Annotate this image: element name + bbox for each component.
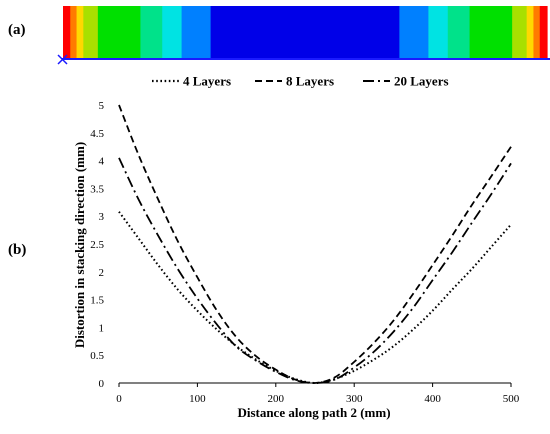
y-tick-label: 5: [99, 100, 105, 112]
y-tick-label: 1: [99, 322, 105, 334]
contour-band-15: [533, 6, 541, 58]
y-tick-label: 2.5: [90, 239, 104, 251]
contour-band-12: [469, 6, 513, 58]
y-tick-label: 4: [99, 156, 105, 168]
y-tick-label: 3.5: [90, 183, 104, 195]
line-chart: 4 Layers 8 Layers 20 Layers 0 100 200 300 400 5…: [72, 74, 520, 421]
legend-label: 20 Layers: [394, 74, 449, 89]
x-tick-label: 100: [189, 393, 206, 405]
series-line-8-layers: [118, 104, 512, 384]
contour-band-8: [210, 6, 400, 58]
x-tick-label: 400: [424, 393, 441, 405]
y-axis-title: Distortion in stacking direction (mm): [72, 142, 87, 348]
contour-band-7: [181, 6, 212, 58]
y-tick-label: 2: [99, 267, 105, 279]
legend-label: 8 Layers: [286, 74, 334, 89]
contour-band-10: [428, 6, 449, 58]
contour-band-5: [140, 6, 163, 58]
x-tick-label: 300: [346, 393, 363, 405]
y-tick-label: 0.5: [90, 350, 104, 362]
contour-bands: [63, 6, 548, 58]
panel-label-a: (a): [8, 22, 26, 38]
legend-label: 4 Layers: [183, 74, 231, 89]
contour-band-16: [539, 6, 548, 58]
contour-band-1: [70, 6, 78, 58]
contour-band-11: [447, 6, 471, 58]
contour-band-6: [162, 6, 183, 58]
contour-band-9: [399, 6, 430, 58]
chart-series: [118, 104, 512, 385]
contour-band-2: [76, 6, 84, 58]
y-tick-label: 1.5: [90, 295, 104, 307]
y-tick-label: 0: [99, 378, 105, 390]
contour-band-13: [512, 6, 528, 58]
contour-band-14: [526, 6, 535, 58]
series-line-4-layers: [118, 211, 512, 385]
y-tick-label: 3: [99, 211, 105, 223]
panel-label-b: (b): [8, 242, 27, 258]
contour-band-3: [83, 6, 99, 58]
contour-band-4: [97, 6, 142, 58]
chart-ticks: 0 100 200 300 400 500 0 0.5 1 1.5 2 2.5 3 3.5 4 4.5 5: [90, 100, 520, 405]
x-tick-label: 0: [116, 393, 122, 405]
origin-marker-icon: [57, 54, 68, 65]
x-tick-label: 200: [268, 393, 285, 405]
series-line-20-layers: [118, 157, 512, 384]
contour-plot: [57, 6, 550, 65]
x-axis-title: Distance along path 2 (mm): [237, 405, 390, 420]
x-tick-label: 500: [503, 393, 520, 405]
chart-legend: 4 Layers 8 Layers 20 Layers: [152, 74, 449, 89]
contour-band-0: [63, 6, 71, 58]
y-tick-label: 4.5: [90, 128, 104, 140]
